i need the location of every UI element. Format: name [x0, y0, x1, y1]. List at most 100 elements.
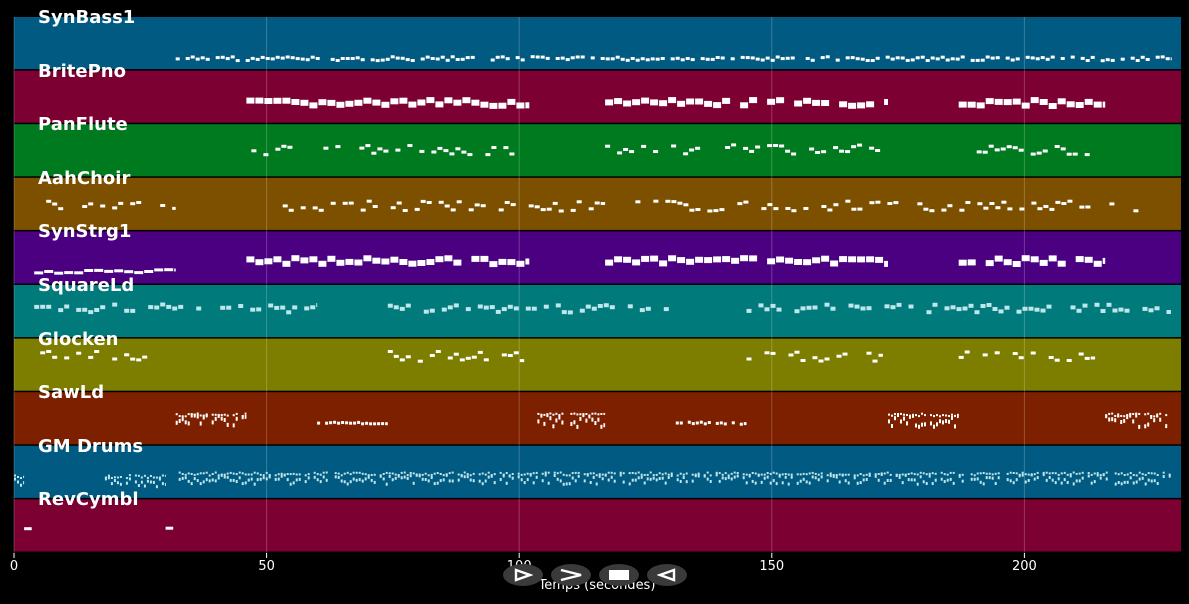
note-mark: [709, 480, 712, 483]
note-mark: [325, 471, 328, 474]
note-mark: [655, 473, 658, 476]
note-mark: [220, 305, 226, 310]
note-mark: [337, 475, 340, 479]
note-mark: [631, 472, 634, 474]
note-mark: [417, 99, 426, 106]
note-mark: [377, 422, 381, 426]
stop-icon: [609, 570, 629, 580]
note-mark: [385, 57, 390, 61]
note-mark: [399, 97, 408, 104]
play-button[interactable]: [503, 564, 543, 586]
note-mark: [238, 471, 241, 474]
track-lane: [14, 338, 1181, 391]
rewind-button[interactable]: [647, 564, 687, 586]
note-mark: [470, 55, 475, 59]
note-mark: [856, 474, 859, 477]
note-mark: [895, 473, 898, 476]
note-mark: [868, 473, 871, 477]
note-mark: [936, 414, 938, 417]
note-mark: [722, 256, 731, 263]
note-mark: [369, 422, 373, 426]
note-mark: [1033, 477, 1036, 481]
note-mark: [553, 474, 556, 477]
note-mark: [1050, 55, 1055, 59]
note-mark: [614, 98, 623, 105]
note-mark: [466, 475, 469, 479]
note-mark: [736, 474, 739, 478]
note-mark: [112, 357, 118, 361]
note-mark: [1015, 472, 1018, 475]
note-mark: [256, 307, 262, 312]
stop-button[interactable]: [599, 564, 639, 586]
note-mark: [745, 473, 748, 476]
note-mark: [609, 305, 615, 310]
note-mark: [800, 306, 806, 311]
note-mark: [381, 422, 385, 426]
note-mark: [900, 412, 902, 415]
note-mark: [459, 358, 465, 362]
note-mark: [570, 56, 575, 60]
note-mark: [865, 478, 868, 481]
note-mark: [847, 473, 850, 476]
fast-forward-button[interactable]: [551, 564, 591, 586]
note-mark: [336, 259, 345, 266]
note-mark: [407, 144, 413, 147]
note-mark: [980, 58, 985, 62]
note-mark: [417, 260, 426, 266]
note-mark: [1054, 358, 1060, 362]
note-mark: [1030, 152, 1036, 156]
note-mark: [281, 144, 287, 148]
note-mark: [803, 259, 812, 266]
note-mark: [815, 151, 821, 154]
note-mark: [181, 415, 184, 418]
note-mark: [613, 472, 616, 475]
note-mark: [851, 207, 857, 211]
note-mark: [17, 476, 19, 478]
note-mark: [511, 476, 514, 480]
note-mark: [976, 150, 982, 154]
note-mark: [594, 421, 597, 425]
note-mark: [687, 420, 691, 424]
note-mark: [775, 482, 778, 486]
note-mark: [54, 271, 64, 275]
note-mark: [424, 472, 427, 475]
note-mark: [755, 145, 761, 149]
note-mark: [890, 305, 896, 310]
note-mark: [986, 303, 992, 307]
note-mark: [1156, 415, 1159, 418]
note-mark: [469, 474, 472, 477]
note-mark: [430, 476, 433, 479]
note-mark: [1060, 147, 1066, 151]
note-mark: [1072, 482, 1075, 486]
note-mark: [318, 260, 327, 267]
note-mark: [785, 207, 791, 210]
note-mark: [107, 476, 110, 480]
note-mark: [812, 99, 821, 106]
note-mark: [568, 474, 571, 477]
note-mark: [229, 478, 232, 482]
note-mark: [295, 478, 298, 482]
note-mark: [235, 480, 238, 483]
note-mark: [1123, 474, 1126, 476]
note-mark: [525, 306, 531, 311]
note-mark: [235, 59, 240, 63]
note-mark: [576, 424, 579, 429]
note-mark: [901, 473, 904, 476]
note-mark: [695, 208, 701, 211]
note-mark: [730, 477, 733, 481]
note-mark: [825, 55, 830, 59]
note-mark: [137, 484, 140, 487]
note-mark: [910, 58, 915, 62]
note-mark: [922, 472, 925, 475]
note-mark: [1093, 101, 1102, 108]
note-mark: [1150, 415, 1153, 417]
note-mark: [646, 473, 649, 476]
note-mark: [821, 100, 830, 106]
note-mark: [1084, 356, 1090, 360]
note-mark: [857, 207, 863, 211]
note-mark: [730, 57, 735, 61]
note-mark: [340, 57, 345, 60]
note-mark: [442, 478, 445, 482]
note-mark: [930, 421, 932, 426]
note-mark: [818, 359, 824, 363]
